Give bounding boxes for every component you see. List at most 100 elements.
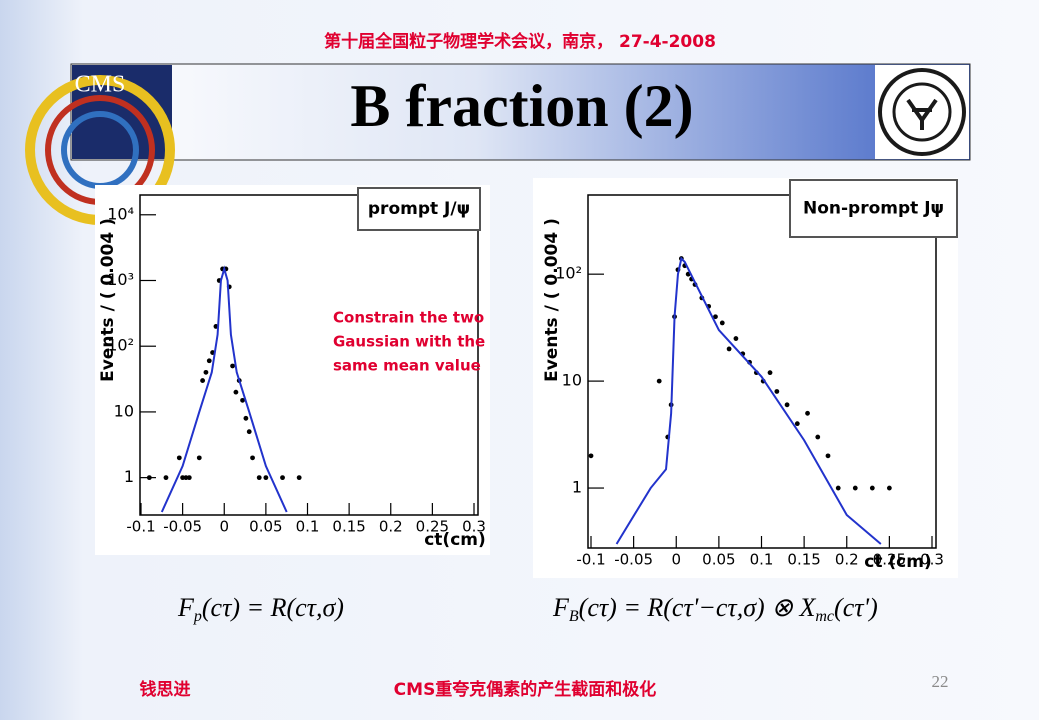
x-tick-label: -0.05 xyxy=(163,518,202,536)
x-tick-label: 0.1 xyxy=(296,518,320,536)
y-tick-label: 10 xyxy=(114,401,134,420)
data-point xyxy=(246,429,252,435)
x-tick-label: 0 xyxy=(219,518,229,536)
data-point xyxy=(240,397,245,403)
data-point xyxy=(869,485,875,491)
y-tick-label: 10³ xyxy=(107,270,134,289)
data-point xyxy=(719,320,725,326)
x-tick-label: 0.3 xyxy=(920,551,944,569)
title-banner xyxy=(70,63,971,161)
data-point xyxy=(805,410,810,416)
x-axis-label: ct(cm) xyxy=(424,530,486,550)
annotation: Gaussian with the xyxy=(333,333,485,351)
data-point xyxy=(794,421,800,427)
data-point xyxy=(784,402,790,408)
scatter-plot: -0.1 -0.05 0 0.05 0.1 0.15 0.2 0.25 0.3 1 10 10² ct … xyxy=(542,179,958,572)
data-point xyxy=(250,455,255,461)
data-point xyxy=(186,475,192,481)
legend-box xyxy=(789,179,958,238)
slide-title: B fraction (2) xyxy=(350,73,693,139)
university-logo xyxy=(875,65,969,159)
x-tick-label: 0.05 xyxy=(249,518,282,536)
data-point xyxy=(733,336,739,341)
data-point xyxy=(656,378,662,384)
formula-subscript: B xyxy=(569,608,579,625)
x-axis-label: ct (cm) xyxy=(864,552,931,572)
x-tick-label: -0.1 xyxy=(126,518,155,536)
y-tick-label: 10² xyxy=(555,264,582,283)
x-tick-label: 0.2 xyxy=(379,518,403,536)
x-tick-label: 0.25 xyxy=(873,551,906,569)
page-number: 22 xyxy=(932,672,949,691)
fit-curve xyxy=(160,265,288,513)
data-point xyxy=(280,475,285,481)
y-tick-label: 10² xyxy=(107,336,134,355)
data-point xyxy=(183,475,189,481)
svg-text:CMS: CMS xyxy=(75,72,126,98)
data-point xyxy=(726,346,732,352)
data-point xyxy=(176,455,182,461)
data-point xyxy=(243,415,249,421)
data-point xyxy=(825,453,831,459)
formula-subscript: mc xyxy=(815,608,834,625)
data-point xyxy=(852,485,858,491)
data-point xyxy=(163,475,169,481)
legend-label: Non-prompt Jψ xyxy=(803,199,944,219)
formula-part: F xyxy=(552,593,570,622)
annotation: Constrain the two xyxy=(333,309,484,327)
data-point xyxy=(230,363,235,369)
y-tick-label: 1 xyxy=(572,478,582,497)
formula: FB(cτ) = R(cτ'−cτ,σ) ⊗ Xmc(cτ') xyxy=(552,593,878,625)
plot-background xyxy=(95,185,490,555)
formula-part: F xyxy=(177,593,195,622)
data-point xyxy=(146,475,152,481)
plots: -0.1 -0.05 0 0.05 0.1 0.15 0.2 0.25 0.311010²10³… xyxy=(98,179,958,572)
data-point xyxy=(200,378,206,383)
x-tick-label: 0.3 xyxy=(462,518,486,536)
formula-part: (cτ') xyxy=(834,593,878,622)
data-point xyxy=(713,314,718,320)
formula-part: (cτ) = R(cτ,σ) xyxy=(202,593,344,622)
x-tick-label: -0.05 xyxy=(614,551,653,569)
data-point xyxy=(263,475,269,481)
y-tick-label: 10 xyxy=(562,371,582,390)
data-point xyxy=(886,485,892,491)
x-tick-label: 0.25 xyxy=(416,518,449,536)
formula: Fp(cτ) = R(cτ,σ) xyxy=(177,593,344,625)
data-point xyxy=(815,434,821,440)
x-tick-label: 0.2 xyxy=(835,551,859,569)
data-point xyxy=(206,358,212,364)
data-point xyxy=(180,475,186,481)
x-tick-label: -0.1 xyxy=(576,551,605,569)
data-point xyxy=(233,389,239,395)
plot-background xyxy=(533,178,958,578)
x-tick-label: 0.1 xyxy=(750,551,774,569)
legend-box xyxy=(357,187,481,231)
formula-subscript: p xyxy=(193,608,202,625)
data-point xyxy=(256,475,262,481)
y-tick-label: 10⁴ xyxy=(107,204,134,223)
y-axis-label: Events / ( 0.004 ) xyxy=(542,218,562,382)
x-tick-label: 0.15 xyxy=(332,518,365,536)
x-tick-label: 0 xyxy=(671,551,681,569)
data-point xyxy=(296,475,302,481)
data-point xyxy=(203,369,209,375)
footer-author: 钱思进 xyxy=(140,679,191,700)
plot-frame xyxy=(139,194,479,516)
footer-topic: CMS重夸克偶素的产生截面和极化 xyxy=(394,679,657,700)
x-tick-label: 0.15 xyxy=(787,551,820,569)
conference: 第十届全国粒子物理学术会议，南京， 27-4-2008 xyxy=(324,31,716,52)
x-tick-label: 0.05 xyxy=(702,551,735,569)
scatter-plot: -0.1 -0.05 0 0.05 0.1 0.15 0.2 0.25 0.3 1 10 10² 10³… xyxy=(98,187,486,550)
annotation: same mean value xyxy=(333,357,481,375)
legend-label: prompt J/ψ xyxy=(368,199,470,219)
y-tick-label: 1 xyxy=(124,467,134,486)
data-point xyxy=(196,455,202,461)
formulas: Fp(cτ) = R(cτ,σ) FB(cτ) = R(cτ'−cτ,σ) ⊗ X… xyxy=(177,593,878,625)
data-point xyxy=(835,485,841,491)
data-point xyxy=(588,453,594,459)
data-point xyxy=(774,389,780,394)
y-axis-label: Events / ( 0.004 ) xyxy=(98,218,118,382)
fit-curve xyxy=(615,256,882,545)
